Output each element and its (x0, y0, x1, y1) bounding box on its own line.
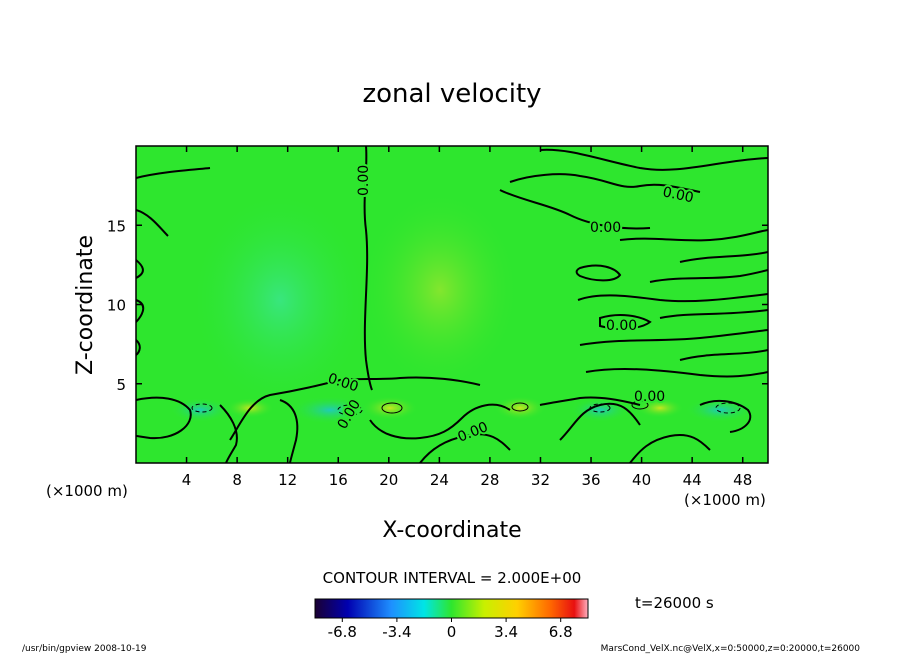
x-tick-label: 48 (733, 471, 752, 489)
y-tick-label: 5 (116, 376, 126, 394)
contour-line (136, 167, 211, 179)
y-axis-label: Z-coordinate (73, 235, 98, 375)
colorbar-tick-label: 3.4 (494, 623, 518, 641)
x-tick-label: 8 (232, 471, 242, 489)
contour-line (136, 259, 144, 279)
x-axis-ticks: 4 8 12 16 20 24 28 32 36 40 44 48 (182, 146, 752, 489)
negative-contours (191, 402, 741, 416)
colorbar-gradient (314, 598, 589, 619)
x-tick-label: 4 (182, 471, 192, 489)
contour-line (219, 404, 238, 463)
contour-line (579, 329, 768, 346)
negative-contour (715, 402, 741, 414)
contour-line (659, 309, 768, 319)
contour-label: 0.00 (590, 220, 621, 236)
contour-line (559, 402, 641, 441)
contour-line (539, 148, 768, 171)
chart-title: zonal velocity (362, 79, 541, 109)
contour-line (629, 434, 711, 463)
colorbar: -6.8 -3.4 0 3.4 6.8 (314, 598, 589, 641)
time-label: t=26000 s (635, 594, 714, 612)
x-tick-label: 32 (531, 471, 550, 489)
contour-line (509, 173, 701, 193)
x-tick-label: 12 (278, 471, 297, 489)
contour-line (679, 349, 768, 361)
x-axis-unit: (×1000 m) (684, 491, 766, 509)
x-tick-label: 28 (480, 471, 499, 489)
x-tick-label: 16 (329, 471, 348, 489)
positive-contour (511, 402, 529, 412)
negative-contour (589, 403, 611, 413)
contour-line (575, 264, 622, 282)
contour-line (363, 146, 373, 391)
field-blob-4 (290, 396, 370, 424)
contour-line (699, 399, 752, 433)
contour-label: 0.00 (634, 389, 665, 405)
positive-contour (381, 402, 403, 414)
contour-line (539, 396, 641, 406)
colorbar-tick-label: 0 (447, 623, 457, 641)
contour-line (419, 433, 511, 463)
negative-contour (191, 403, 213, 413)
field-blob-8 (494, 396, 546, 420)
y-tick-label: 15 (107, 217, 126, 235)
x-tick-label: 20 (379, 471, 398, 489)
field-blob-10 (636, 398, 684, 418)
contour-line (136, 209, 169, 237)
x-tick-label: 44 (683, 471, 702, 489)
colorbar-tick-label: -6.8 (328, 623, 357, 641)
y-tick-label: 10 (107, 297, 126, 315)
contour-line (599, 314, 652, 330)
positive-contour (631, 400, 649, 410)
colorbar-tick-label: 6.8 (549, 623, 573, 641)
plot-area: 0.00 0.00 0.00 0.00 0.00 0.00 0.00 0.00 (136, 146, 768, 463)
contour-line (229, 376, 481, 441)
contour-line (619, 229, 768, 242)
contour-line (136, 396, 192, 440)
x-tick-label: 40 (632, 471, 651, 489)
contour-line (369, 403, 511, 440)
field-blob-3 (170, 398, 230, 422)
contour-label: 0.00 (606, 318, 637, 334)
y-axis-ticks: 5 10 15 (107, 217, 768, 394)
footer-right: MarsCond_VelX.nc@VelX,x=0:50000,z=0:2000… (601, 644, 861, 654)
contour-line (279, 399, 299, 463)
negative-contour (337, 404, 363, 416)
contour-line (649, 269, 768, 283)
contour-line (136, 339, 141, 356)
contour-line (679, 251, 768, 263)
contour-label: 0.00 (356, 165, 372, 196)
field-blob-7 (362, 396, 418, 420)
contour-interval-label: CONTOUR INTERVAL = 2.000E+00 (323, 569, 582, 587)
contour-line (499, 189, 651, 230)
y-axis-unit: (×1000 m) (46, 482, 128, 500)
field-blob-2 (360, 190, 520, 390)
contour-line (585, 367, 768, 378)
contour-line (577, 293, 768, 303)
field-blob-1 (190, 190, 370, 410)
contour-lines (136, 146, 768, 463)
x-tick-label: 36 (581, 471, 600, 489)
contour-line (136, 299, 145, 323)
positive-small-contours (381, 400, 649, 414)
colorbar-tick-label: -3.4 (382, 623, 411, 641)
colorbar-ticks: -6.8 -3.4 0 3.4 6.8 (328, 618, 573, 641)
x-axis-label: X-coordinate (382, 518, 521, 543)
x-tick-label: 24 (430, 471, 449, 489)
footer-left: /usr/bin/gpview 2008-10-19 (22, 644, 147, 654)
